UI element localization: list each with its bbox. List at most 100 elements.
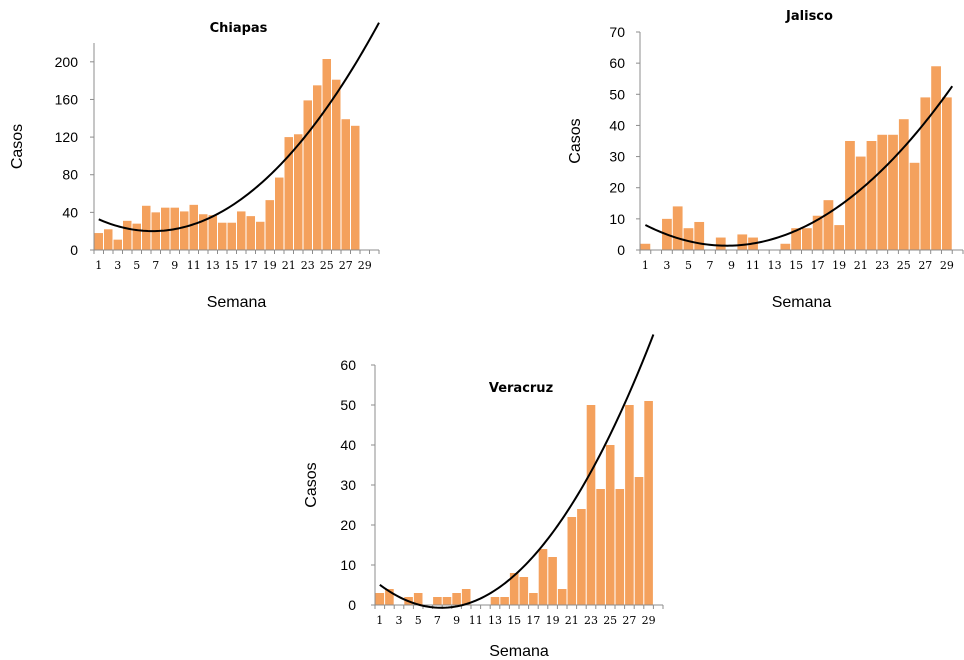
bar <box>433 597 442 605</box>
bar <box>834 225 845 250</box>
bar <box>351 125 360 250</box>
x-tick-label: 25 <box>897 259 911 272</box>
bar <box>737 234 748 250</box>
x-axis-label: Semana <box>489 643 549 660</box>
bar <box>199 214 208 250</box>
y-tick-label: 30 <box>340 477 356 493</box>
y-tick-label: 50 <box>340 397 356 413</box>
x-tick-label: 7 <box>706 259 713 272</box>
x-tick-label: 1 <box>95 259 102 272</box>
bar <box>322 59 331 250</box>
x-tick-label: 15 <box>507 614 521 627</box>
bar <box>780 243 791 250</box>
x-tick-label: 5 <box>685 259 692 272</box>
bar <box>529 593 538 605</box>
x-tick-label: 9 <box>171 259 178 272</box>
x-tick-label: 7 <box>152 259 159 272</box>
y-tick-label: 70 <box>609 24 625 40</box>
x-tick-label: 19 <box>263 259 277 272</box>
bar <box>898 119 909 250</box>
bar <box>888 134 898 250</box>
x-tick-label: 9 <box>728 259 735 272</box>
x-axis-label: Semana <box>207 294 267 311</box>
x-tick-label: 3 <box>114 259 121 272</box>
y-tick-label: 20 <box>609 180 625 196</box>
x-tick-label: 21 <box>565 614 579 627</box>
bar <box>208 215 217 250</box>
bar <box>189 204 198 250</box>
x-tick-label: 5 <box>133 259 140 272</box>
x-tick-label: 15 <box>789 259 803 272</box>
bar <box>161 207 170 250</box>
bar <box>538 549 548 605</box>
bar <box>567 517 577 605</box>
y-tick-label: 50 <box>609 86 625 102</box>
y-tick-label: 20 <box>340 517 356 533</box>
y-tick-label: 40 <box>609 117 625 133</box>
bar <box>294 134 303 250</box>
bar <box>385 589 394 605</box>
x-tick-label: 17 <box>811 259 825 272</box>
bar <box>845 141 855 250</box>
bar <box>123 220 132 250</box>
x-tick-label: 3 <box>663 259 670 272</box>
bar <box>644 401 653 605</box>
bar <box>332 79 341 250</box>
x-tick-label: 11 <box>469 614 483 627</box>
bar <box>94 233 103 250</box>
bar <box>284 137 293 250</box>
x-tick-label: 27 <box>622 614 636 627</box>
bar <box>672 206 683 250</box>
y-tick-label: 10 <box>609 211 625 227</box>
x-tick-label: 11 <box>746 259 760 272</box>
y-tick-label: 40 <box>340 437 356 453</box>
bar <box>586 405 596 605</box>
bar <box>265 200 274 250</box>
bar <box>509 573 519 605</box>
bar <box>113 239 122 250</box>
x-tick-label: 21 <box>282 259 296 272</box>
bar <box>605 445 615 605</box>
chart-title: Veracruz <box>489 381 553 396</box>
x-tick-label: 13 <box>488 614 502 627</box>
y-tick-label: 60 <box>609 55 625 71</box>
y-axis-label: Casos <box>303 462 320 507</box>
x-tick-label: 11 <box>187 259 201 272</box>
trend-line <box>644 85 954 247</box>
bar <box>615 489 625 605</box>
bar <box>132 223 141 250</box>
bar <box>877 134 888 250</box>
bar <box>596 489 605 605</box>
bar <box>866 141 877 250</box>
bar <box>791 228 801 250</box>
bar <box>694 221 705 250</box>
x-tick-label: 25 <box>320 259 334 272</box>
y-tick-label: 120 <box>55 129 79 145</box>
bar <box>500 597 509 605</box>
y-axis-label: Casos <box>567 118 584 163</box>
y-axis-label: Casos <box>9 124 26 169</box>
x-tick-label: 23 <box>584 614 598 627</box>
x-tick-label: 29 <box>358 259 372 272</box>
bar <box>557 589 567 605</box>
bar <box>104 229 113 250</box>
bar <box>246 216 255 250</box>
bar <box>855 156 866 250</box>
bar <box>452 593 461 605</box>
bar <box>812 215 823 250</box>
bar <box>461 589 471 605</box>
chart-title: Jalisco <box>785 9 833 24</box>
x-tick-label: 23 <box>875 259 889 272</box>
bar <box>180 211 189 250</box>
x-tick-label: 21 <box>854 259 868 272</box>
x-tick-label: 29 <box>940 259 954 272</box>
bar <box>634 477 644 605</box>
x-tick-label: 15 <box>225 259 239 272</box>
x-tick-label: 19 <box>546 614 560 627</box>
bar <box>577 509 586 605</box>
y-tick-label: 60 <box>340 357 356 373</box>
x-tick-label: 17 <box>526 614 540 627</box>
